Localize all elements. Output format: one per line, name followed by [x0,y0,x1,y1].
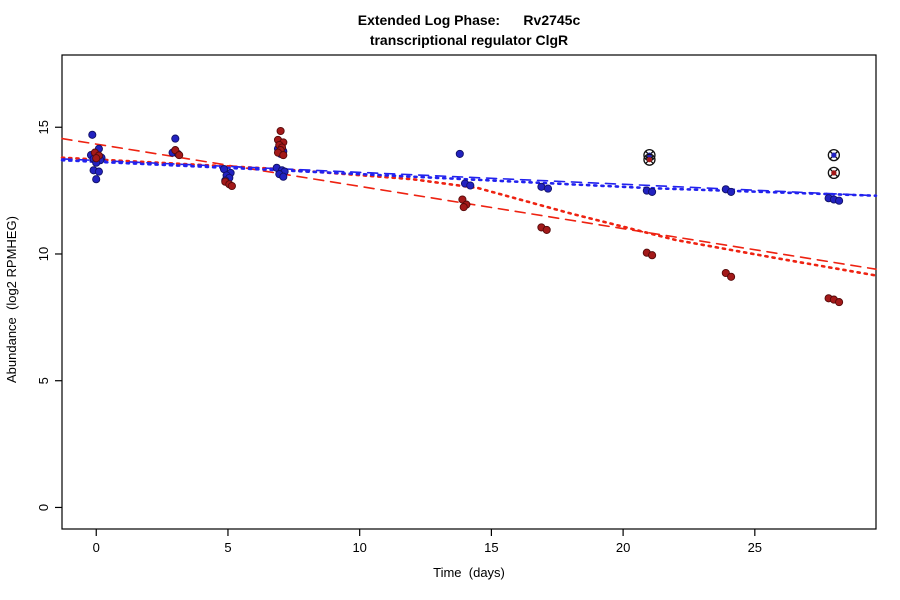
outlier-circle-marker [827,148,841,162]
chart-title-line1: Extended Log Phase: Rv2745c [357,12,581,28]
red-abundance-data-point [727,272,736,281]
chart-title-line2: transcriptional regulator ClgR [369,32,569,48]
red-abundance-data-point [279,151,288,160]
chart-title: Extended Log Phase: Rv2745c transcriptio… [62,10,876,50]
y-axis-tick-label: 15 [36,120,51,134]
x-axis-tick-label: 25 [748,540,762,555]
blue-abundance-data-point [727,187,736,196]
plot-box [61,54,877,530]
red-abundance-data-point [276,126,285,136]
x-axis-label: Time (days) [433,565,505,580]
y-axis-tick-label: 5 [36,377,51,384]
x-axis-tick-label: 5 [224,540,231,555]
outlier-center-dot [831,152,837,158]
x-axis-tick-label: 0 [93,540,100,555]
blue-abundance-data-point [648,187,657,196]
red-abundance-data-point [459,203,468,212]
red-abundance-data-point [175,151,184,160]
red-abundance-data-point [542,225,551,234]
blue-abundance-data-point [92,175,101,184]
y-axis-label: Abundance (log2 RPMHEG) [4,216,19,384]
x-axis-tick-label: 20 [616,540,630,555]
blue-abundance-data-point [537,182,546,191]
y-axis-tick-label: 0 [36,504,51,511]
x-axis-tick-label: 10 [352,540,366,555]
blue-abundance-data-point [455,149,464,158]
red-abundance-data-point [92,154,101,163]
blue-dashed-fit-trend-line [61,158,877,197]
blue-abundance-data-point [279,172,288,181]
blue-dotted-fit-trend-line [60,158,878,197]
outlier-center-dot [831,170,837,176]
blue-abundance-data-point [835,196,844,205]
red-abundance-data-point [227,181,236,191]
outlier-center-dot [646,157,653,163]
outlier-circle-marker [827,166,841,180]
blue-abundance-data-point [543,184,553,193]
x-axis-tick-label: 15 [484,540,498,555]
red-abundance-data-point [835,298,844,307]
blue-abundance-data-point [88,130,97,139]
red-abundance-data-point [648,251,657,260]
blue-abundance-data-point [171,134,180,143]
y-axis-tick-label: 10 [36,247,51,261]
blue-abundance-data-point [94,167,103,176]
blue-abundance-data-point [466,181,475,190]
outlier-circle-marker [643,153,656,166]
red-dotted-fit-trend-line [60,156,878,277]
